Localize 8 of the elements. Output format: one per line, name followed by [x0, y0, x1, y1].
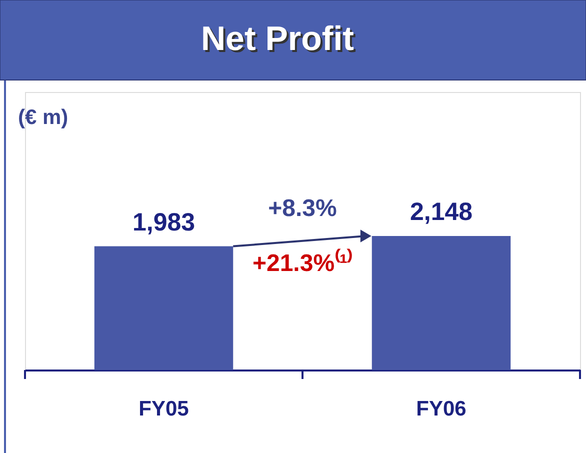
x-tick-label: FY05	[138, 398, 190, 420]
text: (€ m)	[18, 106, 68, 129]
text: +8.3%	[268, 195, 337, 222]
chart-title: Net Profit	[203, 22, 356, 60]
x-tick-label: FY06	[416, 398, 466, 420]
data-label: 2,148	[410, 198, 473, 226]
data-label: 1,983	[132, 208, 196, 236]
annotation: +21.3%⁽¹⁾	[252, 248, 353, 277]
